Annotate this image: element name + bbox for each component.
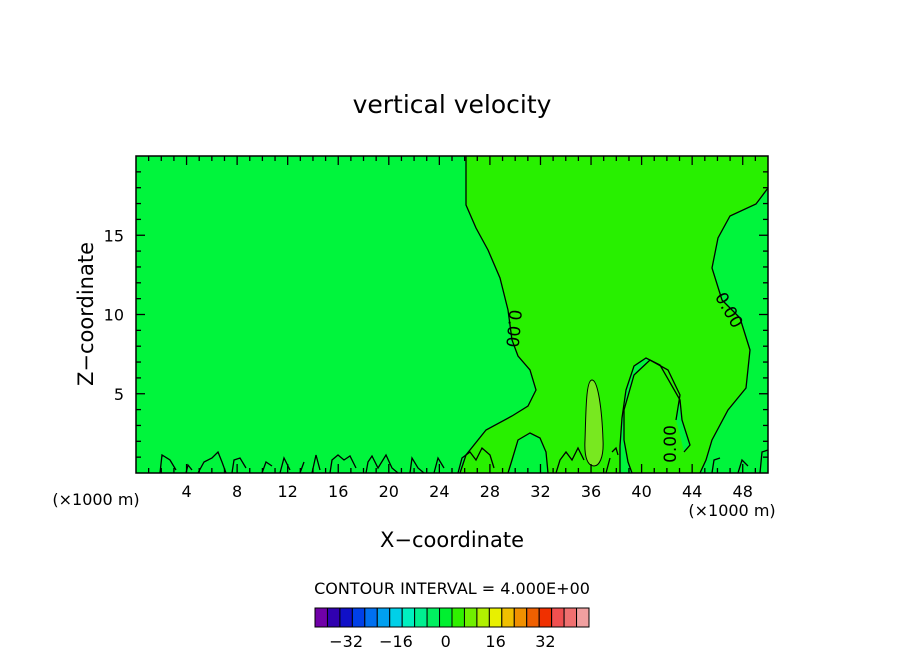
- x-tick-label: 40: [631, 482, 651, 501]
- y-axis-ticks: 5 10 15: [104, 171, 768, 458]
- y-tick-label: 15: [104, 226, 124, 245]
- x-tick-label: 32: [530, 482, 550, 501]
- colorbar-swatch: [538, 607, 553, 628]
- colorbar-swatch: [526, 607, 540, 628]
- x-axis-unit-right: (×1000 m): [688, 501, 775, 520]
- contour-line-inner-dome-2: [623, 359, 681, 474]
- colorbar-swatch: [414, 607, 428, 628]
- colorbar-swatch: [451, 607, 465, 628]
- x-tick-label: 48: [733, 482, 753, 501]
- contour-label-bottom: 0.00: [661, 425, 681, 463]
- colorbar-swatch: [326, 607, 341, 628]
- colorbar-swatch: [426, 607, 441, 628]
- x-axis-unit-left: (×1000 m): [52, 490, 139, 509]
- contour-interval: CONTOUR INTERVAL = 4.000E+00: [314, 579, 590, 598]
- colorbar-swatch: [339, 607, 353, 628]
- x-axis-ticks: 4 8 12 16 20 24 28 32 36 40 44 48: [147, 156, 757, 501]
- colorbar-tick-label: −32: [329, 632, 363, 651]
- colorbar-swatch: [351, 607, 366, 628]
- contour-line-low-left: [507, 432, 549, 474]
- colorbar-swatch: [563, 607, 578, 628]
- y-tick-label: 5: [114, 385, 124, 404]
- colorbar-swatch: [551, 607, 565, 628]
- plot-area: 0.00 0.00 0.00 4 8 12 16 20 24 28 32 36 40 44 48 51…: [104, 155, 769, 501]
- x-tick-label: 12: [278, 482, 298, 501]
- contour-line-left-boundary: [459, 156, 537, 474]
- colorbar-swatch: [501, 607, 515, 628]
- colorbar-swatch: [364, 607, 378, 628]
- colorbar-tick-label: 0: [441, 632, 451, 651]
- x-tick-label: 36: [581, 482, 601, 501]
- x-tick-label: 20: [379, 482, 399, 501]
- colorbar-tick-label: 16: [485, 632, 505, 651]
- colorbar-swatch: [488, 607, 503, 628]
- positive-field-region: [460, 156, 768, 473]
- updraft-core: [584, 379, 604, 467]
- x-axis-label: X−coordinate: [380, 528, 524, 552]
- colorbar-swatch: [389, 607, 403, 628]
- colorbar-swatch: [439, 607, 453, 628]
- contour-line-right-boundary: [699, 187, 769, 474]
- x-tick-label: 44: [682, 482, 702, 501]
- colorbar-swatch: [463, 607, 478, 628]
- colorbar-swatch: [576, 607, 590, 628]
- contour-line-surface-noise: [159, 446, 769, 474]
- x-tick-label: 4: [181, 482, 191, 501]
- contour-label-left: 0.00: [501, 309, 524, 348]
- x-tick-label: 16: [328, 482, 348, 501]
- colorbar-swatch: [401, 607, 416, 628]
- contour-lines: [159, 156, 769, 474]
- chart-title: vertical velocity: [353, 90, 552, 119]
- y-tick-label: 10: [104, 306, 124, 325]
- colorbar-tick-label: −16: [379, 632, 413, 651]
- x-tick-label: 8: [232, 482, 242, 501]
- y-axis-label: Z−coordinate: [74, 242, 98, 386]
- colorbar: [314, 607, 590, 628]
- x-tick-label: 28: [480, 482, 500, 501]
- colorbar-swatch: [476, 607, 490, 628]
- x-tick-label: 24: [429, 482, 449, 501]
- colorbar-swatch: [513, 607, 528, 628]
- colorbar-swatch: [376, 607, 391, 628]
- colorbar-tick-labels: −32 −16 0 16 32: [329, 632, 555, 651]
- colorbar-swatch: [314, 607, 328, 628]
- contour-line-inner-dome: [619, 357, 691, 473]
- colorbar-tick-label: 32: [535, 632, 555, 651]
